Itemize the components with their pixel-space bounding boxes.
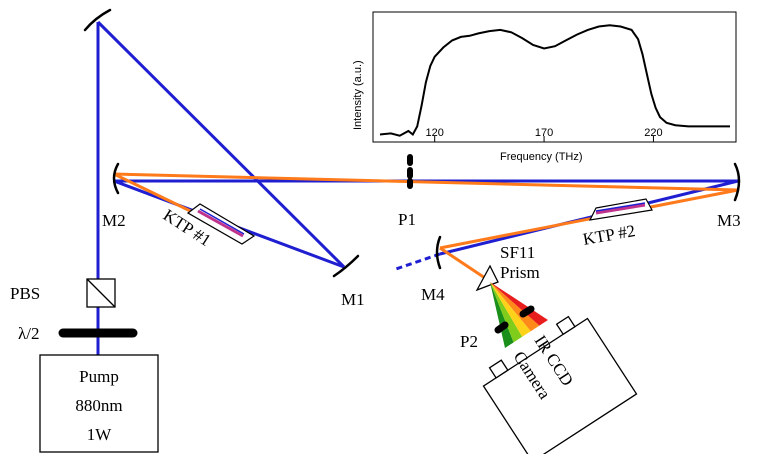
ir-ccd-camera [482, 315, 638, 454]
inset-ylabel: Intensity (a.u.) [352, 60, 364, 130]
dispersed-spectrum [490, 282, 548, 348]
pump-beam-dashed-exit [392, 252, 441, 272]
spectrum-band [490, 282, 548, 326]
spectrum-band [490, 282, 531, 337]
spectrum-band [490, 282, 540, 332]
pbs-cube [86, 278, 116, 308]
ktp1-crystal [186, 203, 256, 245]
label-ktp2: KTP #2 [581, 221, 636, 249]
pump-laser-box [39, 354, 159, 453]
inset-xlabel: Frequency (THz) [500, 151, 583, 163]
inset-spectrum-plot: 120 170 220 Frequency (THz) Intensity (a.u… [352, 11, 737, 163]
pinhole-p2 [494, 305, 535, 334]
top-mirror [83, 8, 112, 32]
signal-beam-m4-to-prism [439, 246, 489, 282]
spectrum-band [490, 282, 514, 348]
ktp2-inner-beam-blue [595, 202, 646, 212]
camera-body [482, 317, 638, 454]
mirrors [83, 8, 741, 278]
signal-beam-m3-to-m4 [439, 188, 739, 250]
inset-x-tick-label: 120 [426, 127, 444, 139]
label-pbs: PBS [10, 284, 40, 303]
label-m1: M1 [341, 290, 365, 309]
label-m3: M3 [717, 211, 741, 230]
mirror-m4 [435, 235, 442, 270]
pbs-diagonal [86, 278, 116, 308]
label-p2: P2 [460, 332, 478, 351]
inset-x-ticks: 120 170 220 [426, 127, 663, 142]
signal-beam [113, 172, 739, 282]
label-m2: M2 [102, 211, 126, 230]
label-prism-line2: Prism [500, 263, 540, 282]
ktp1-inner-beam [197, 209, 244, 238]
inset-spectrum-line [379, 24, 730, 137]
label-pump-line2: 880nm [75, 396, 122, 415]
mirror-m3 [733, 162, 741, 202]
pinhole-p2-left [494, 321, 509, 334]
label-p1: P1 [398, 210, 416, 229]
label-pump-line1: Pump [79, 367, 119, 386]
pump-beam-to-m1 [96, 20, 346, 269]
ktp2-inner-beam [595, 203, 646, 215]
inset-plot-frame [372, 11, 737, 143]
label-prism-line1: SF11 [500, 243, 535, 262]
label-half-wave: λ/2 [18, 324, 39, 343]
label-pump-line3: 1W [87, 425, 113, 444]
pinhole-p2-right [519, 305, 535, 318]
ktp2-crystal [588, 198, 653, 221]
spectrum-band [490, 282, 523, 343]
inset-x-tick-label: 220 [644, 127, 662, 139]
mirror-m1 [332, 254, 360, 278]
camera-lens-left [488, 359, 509, 379]
label-m4: M4 [421, 285, 445, 304]
ktp1-inner-beam-blue [199, 208, 245, 235]
inset-x-tick-label: 170 [535, 127, 553, 139]
mirror-m2 [112, 162, 120, 195]
signal-beam-m2-to-m3 [113, 172, 739, 192]
camera-lens-right [555, 315, 576, 336]
